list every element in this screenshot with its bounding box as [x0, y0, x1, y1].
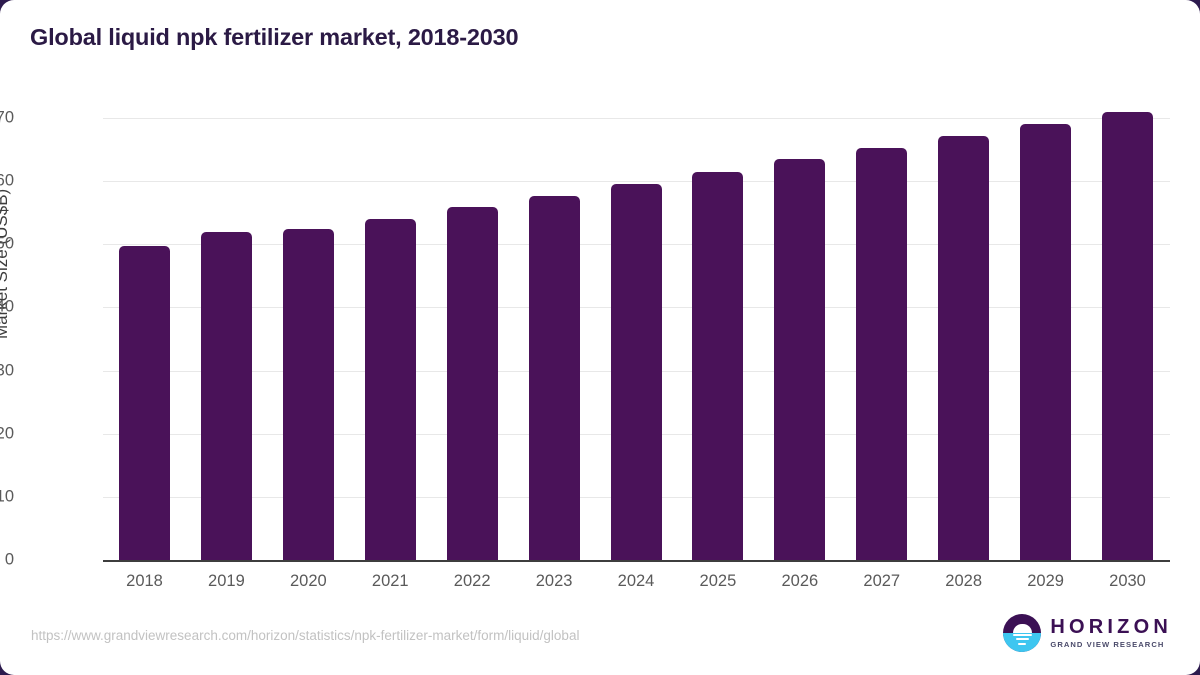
source-url[interactable]: https://www.grandviewresearch.com/horizo…	[31, 628, 580, 643]
x-tick-label: 2021	[371, 572, 409, 590]
x-tick-label: 2029	[1027, 572, 1064, 590]
gridline	[103, 118, 1170, 119]
bar[interactable]	[119, 245, 170, 560]
x-tick-label: 2030	[1109, 572, 1146, 590]
bar[interactable]	[692, 171, 744, 560]
bar[interactable]	[774, 159, 826, 560]
plot-area	[103, 111, 1170, 560]
bar[interactable]	[938, 135, 990, 560]
x-axis-line	[103, 560, 1170, 562]
bar[interactable]	[856, 147, 908, 560]
y-tick-label: 60	[0, 171, 14, 190]
y-tick-label: 10	[0, 487, 14, 506]
horizon-sun-icon	[1003, 614, 1042, 652]
gridline	[103, 181, 1170, 183]
x-tick-label: 2027	[863, 572, 901, 590]
y-tick-label: 20	[0, 424, 14, 443]
bar[interactable]	[364, 219, 416, 560]
y-tick-label: 30	[0, 361, 14, 380]
x-tick-label: 2026	[781, 572, 819, 590]
x-tick-label: 2023	[535, 572, 573, 590]
bar[interactable]	[528, 195, 580, 560]
x-tick-label: 2022	[453, 572, 491, 590]
x-tick-label: 2024	[617, 572, 655, 590]
bar[interactable]	[1020, 123, 1072, 560]
y-tick-label: 70	[0, 108, 14, 127]
bar[interactable]	[1102, 111, 1153, 560]
page-title: Global liquid npk fertilizer market, 201…	[30, 24, 519, 50]
bar[interactable]	[446, 207, 498, 560]
horizon-logo[interactable]: HORIZON GRAND VIEW RESEARCH	[1003, 614, 1172, 652]
x-tick-label: 2025	[699, 572, 737, 590]
logo-wordmark: HORIZON	[1050, 616, 1172, 639]
x-tick-label: 2018	[126, 572, 163, 590]
x-tick-label: 2020	[289, 572, 327, 590]
x-tick-label: 2019	[208, 572, 245, 590]
bar[interactable]	[610, 183, 662, 560]
y-tick-label: 50	[0, 234, 14, 253]
bar[interactable]	[282, 229, 334, 560]
y-tick-label: 40	[0, 297, 14, 316]
logo-tagline: GRAND VIEW RESEARCH	[1050, 640, 1165, 650]
bar[interactable]	[200, 232, 252, 560]
x-tick-label: 2028	[945, 572, 983, 590]
logo-text: HORIZON GRAND VIEW RESEARCH	[1050, 617, 1172, 649]
y-tick-label: 0	[4, 550, 14, 569]
